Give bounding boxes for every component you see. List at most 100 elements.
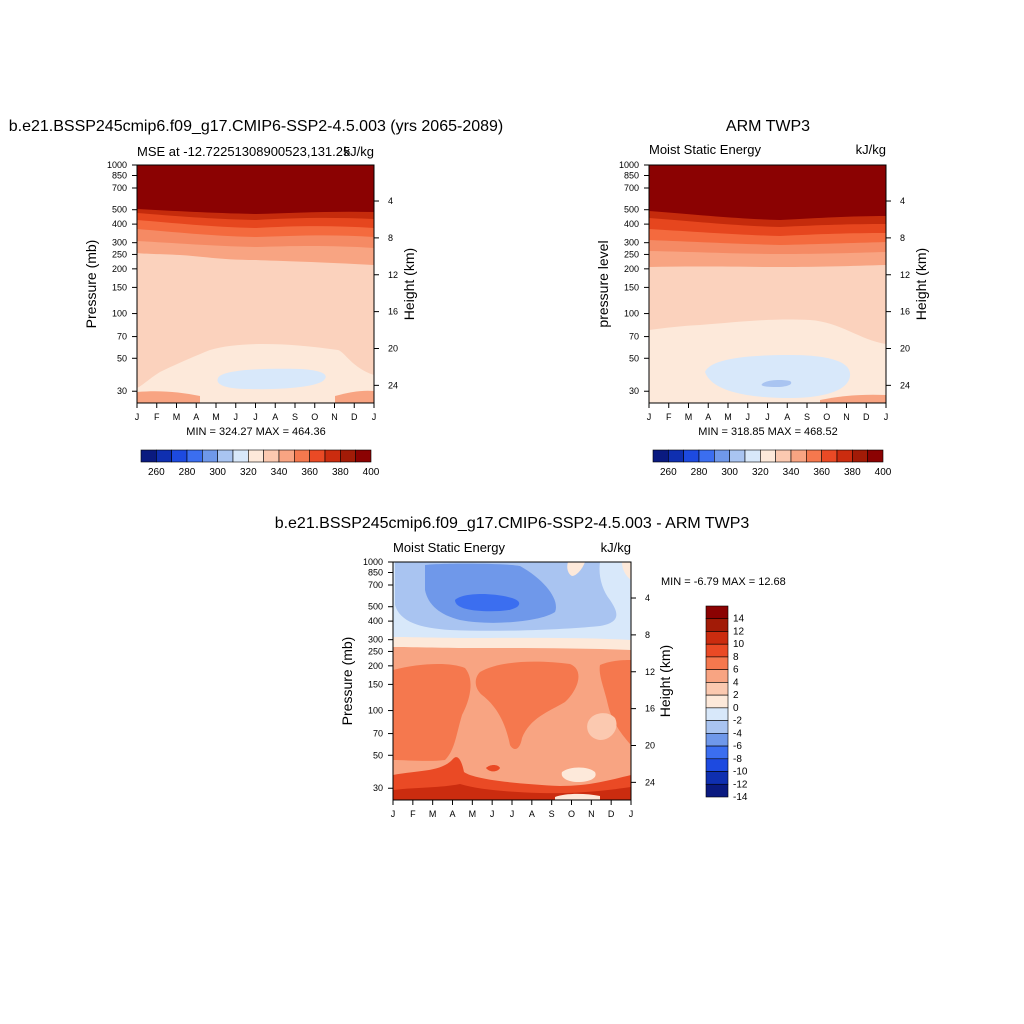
- panel-model-colorbar-box: [324, 449, 341, 463]
- mse-band-surface: [137, 391, 200, 403]
- panel-model-month-label: O: [311, 412, 318, 422]
- panel-diff-colorbar-label: -10: [733, 767, 748, 778]
- panel-diff-height-label: 4: [645, 593, 650, 603]
- panel-diff-height-label: 8: [645, 630, 650, 640]
- panel-obs-pressure-label: 700: [624, 183, 639, 193]
- panel-obs-stats: MIN = 318.85 MAX = 468.52: [698, 426, 837, 438]
- panel-model-height-label: 4: [388, 196, 393, 206]
- panel-diff-colorbar-box: [705, 783, 729, 798]
- panel-diff-colorbar-label: 8: [733, 652, 739, 663]
- panel-model-pressure-label: 500: [112, 205, 127, 215]
- diff-band-6-8-left: [393, 664, 471, 761]
- panel-obs-ylabel: pressure level: [595, 240, 611, 327]
- panel-diff-ylabel: Pressure (mb): [339, 637, 355, 726]
- panel-model-height-label: 8: [388, 233, 393, 243]
- panel-model-colorbar-label: 260: [148, 467, 165, 478]
- panel-obs-pressure-label: 200: [624, 264, 639, 274]
- panel-model-colorbar-label: 340: [271, 467, 288, 478]
- panel-obs-month-label: A: [705, 412, 711, 422]
- panel-diff-colorbar-label: 4: [733, 677, 739, 688]
- panel-model-month-label: J: [234, 412, 239, 422]
- panel-obs-colorbar-label: 260: [660, 467, 677, 478]
- panel-obs-colorbar-box: [729, 449, 746, 463]
- obs-band-low-blue: [705, 355, 851, 398]
- panel-model-colorbar-box: [232, 449, 249, 463]
- panel-model-colorbar-label: 360: [301, 467, 318, 478]
- diff-band-2-4-b: [561, 767, 596, 782]
- panel-obs-colorbar-box: [790, 449, 807, 463]
- panel-model-month-label: D: [351, 412, 358, 422]
- panel-model-pressure-label: 30: [117, 386, 127, 396]
- panel-model-stats: MIN = 324.27 MAX = 464.36: [186, 426, 325, 438]
- panel-model-pressure-label: 700: [112, 183, 127, 193]
- panel-obs-title: ARM TWP3: [726, 118, 810, 135]
- panel-model-colorbar-label: 300: [209, 467, 226, 478]
- panel-obs-month-label: S: [804, 412, 810, 422]
- panel-diff-colorbar-label: -14: [733, 792, 748, 803]
- panel-obs-colorbar-box: [698, 449, 715, 463]
- panel-obs-height-label: 20: [900, 343, 910, 353]
- panel-model: b.e21.BSSP245cmip6.f09_g17.CMIP6-SSP2-4.…: [9, 118, 504, 478]
- panel-diff-month-label: F: [410, 809, 416, 819]
- panel-model-month-label: J: [253, 412, 258, 422]
- panel-diff-colorbar-label: -2: [733, 716, 742, 727]
- panel-diff-height-label: 12: [645, 667, 655, 677]
- panel-obs-month-label: M: [685, 412, 693, 422]
- diff-band-top-pos: [567, 562, 585, 576]
- panel-diff-stats: MIN = -6.79 MAX = 12.68: [661, 576, 786, 588]
- panel-obs-colorbar-box: [683, 449, 700, 463]
- panel-diff-colorbar-box: [705, 682, 729, 696]
- panel-diff-month-label: D: [608, 809, 615, 819]
- panel-obs-pressure-label: 50: [629, 353, 639, 363]
- panel-model-pressure-label: 850: [112, 170, 127, 180]
- panel-obs-month-label: M: [724, 412, 732, 422]
- panel-diff-pressure-label: 150: [368, 679, 383, 689]
- panel-model-pressure-label: 50: [117, 353, 127, 363]
- panel-model-height-label: 24: [388, 380, 398, 390]
- panel-diff-pressure-label: 300: [368, 635, 383, 645]
- panel-model-pressure-label: 300: [112, 238, 127, 248]
- panel-diff-height-label: 24: [645, 777, 655, 787]
- panel-diff-colorbar-box: [705, 707, 729, 721]
- panel-diff-pressure-label: 400: [368, 616, 383, 626]
- panel-diff-colorbar-box: [705, 720, 729, 734]
- panel-model-pressure-label: 200: [112, 264, 127, 274]
- panel-obs-height-label: 24: [900, 380, 910, 390]
- panel-diff-pressure-label: 200: [368, 661, 383, 671]
- panel-diff-colorbar-box: [705, 771, 729, 785]
- panel-model-month-label: N: [331, 412, 338, 422]
- panel-diff-right-label: kJ/kg: [601, 540, 631, 555]
- panel-diff-pressure-label: 100: [368, 706, 383, 716]
- panel-model-pressure-label: 1000: [107, 160, 127, 170]
- panel-diff-month-label: A: [529, 809, 535, 819]
- panel-model-month-label: M: [173, 412, 181, 422]
- panel-model-colorbar-box: [294, 449, 310, 463]
- panel-diff-pressure-label: 250: [368, 646, 383, 656]
- panel-diff-colorbar-label: -6: [733, 741, 742, 752]
- panel-diff-month-label: N: [588, 809, 595, 819]
- panel-obs-colorbar-box: [668, 449, 684, 463]
- panel-obs-height-label: 8: [900, 233, 905, 243]
- panel-diff-month-label: O: [568, 809, 575, 819]
- panel-obs-pressure-label: 250: [624, 249, 639, 259]
- panel-obs-month-label: J: [647, 412, 652, 422]
- panel-obs-month-label: N: [843, 412, 850, 422]
- panel-model-y2label: Height (km): [401, 248, 417, 320]
- panel-diff-height-label: 16: [645, 704, 655, 714]
- diff-band-6-8-right: [475, 661, 579, 750]
- panel-model-colorbar: 260 280 300 320 340 360 380 400: [140, 449, 380, 478]
- obs-band-surface: [820, 394, 886, 403]
- panel-model-colorbar-label: 400: [363, 467, 380, 478]
- diff-band-top-pos-r: [622, 562, 631, 580]
- panel-model-month-label: J: [135, 412, 140, 422]
- panel-diff-colorbar-box: [705, 631, 729, 645]
- panel-obs-colorbar-box: [867, 449, 884, 463]
- panel-diff-month-label: J: [391, 809, 396, 819]
- panel-obs-colorbar-box: [775, 449, 792, 463]
- panel-obs-pressure-label: 400: [624, 219, 639, 229]
- panel-diff-title: b.e21.BSSP245cmip6.f09_g17.CMIP6-SSP2-4.…: [275, 515, 750, 532]
- panel-obs-colorbar-label: 360: [813, 467, 830, 478]
